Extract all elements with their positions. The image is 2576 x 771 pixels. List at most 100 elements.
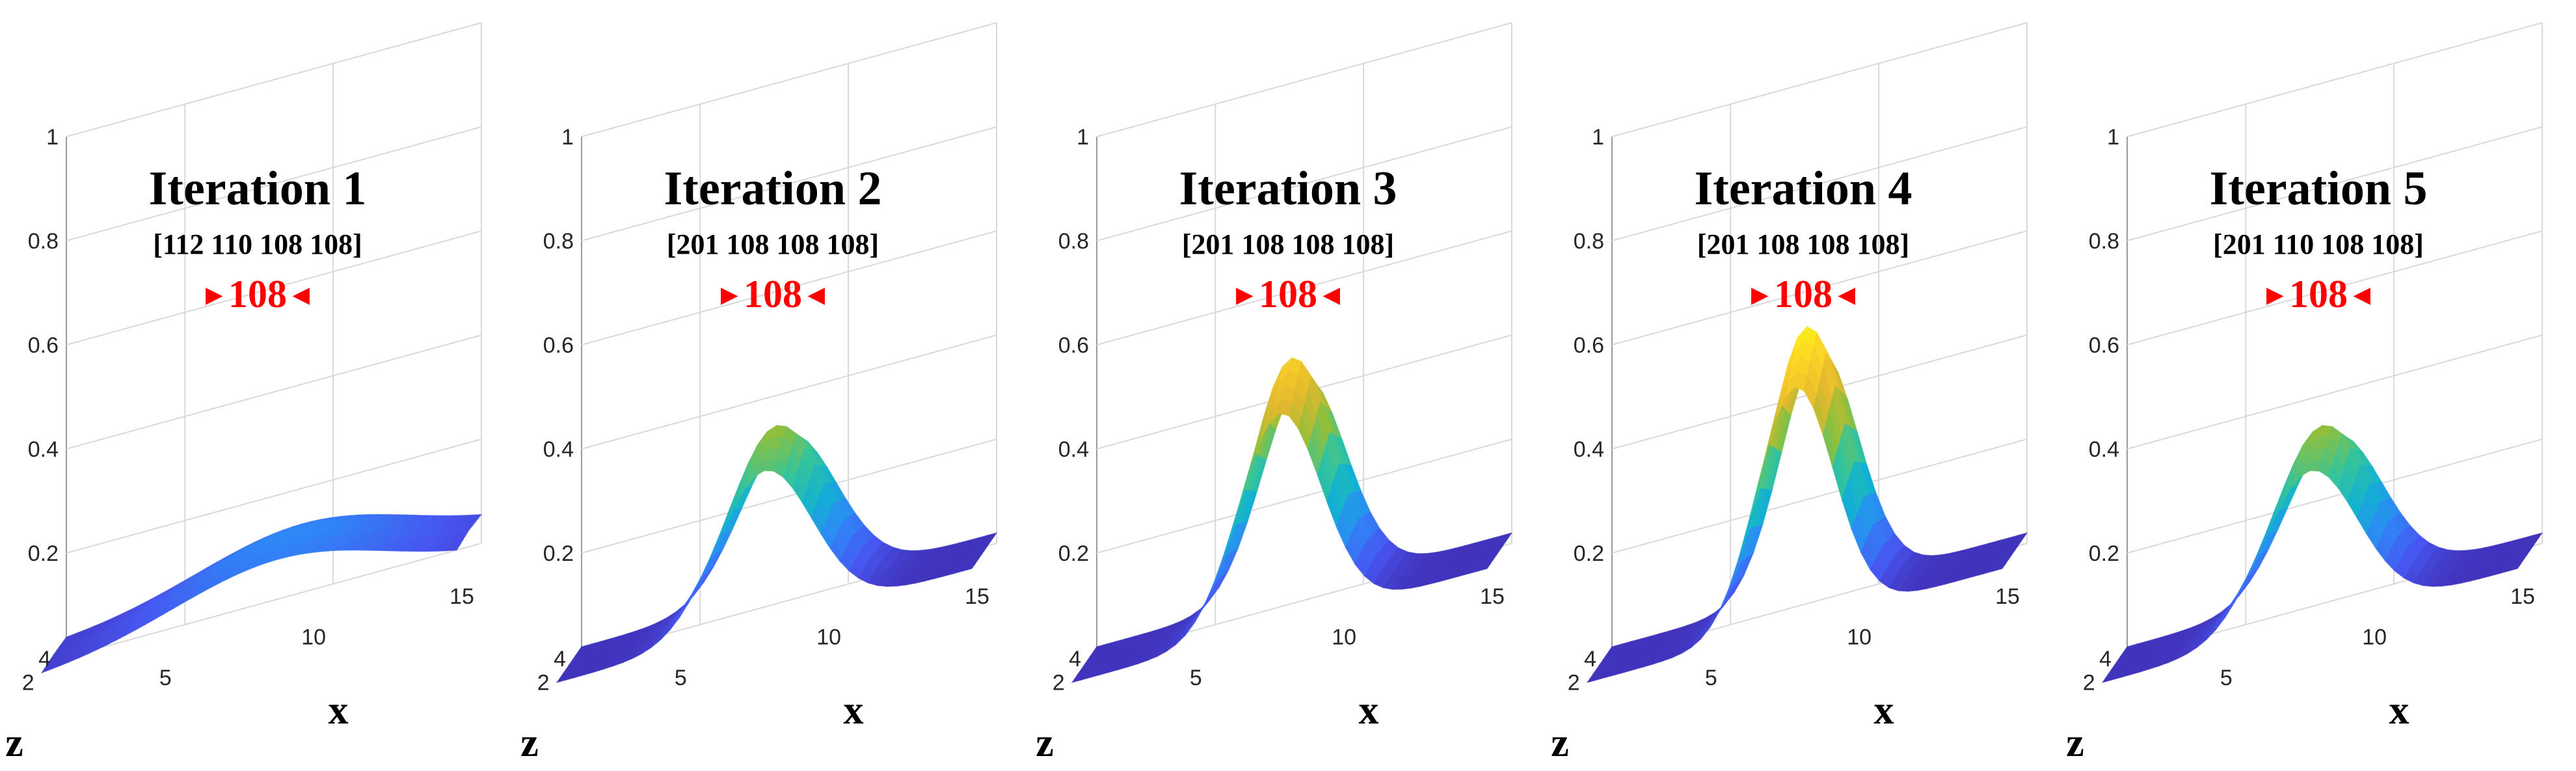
x-tick-label: 10: [1332, 625, 1356, 650]
surface-patch: [961, 563, 976, 572]
x-tick-label: 10: [2362, 625, 2387, 650]
vertical-tick-label: 0.8: [28, 229, 59, 254]
surface-patch: [446, 545, 461, 552]
highlight-value: ►108◄: [0, 272, 515, 317]
surface: [1071, 357, 1513, 684]
x-tick-label: 5: [159, 666, 172, 690]
highlight-value: ►108◄: [1546, 272, 2061, 317]
panel-title: Iteration 1: [148, 162, 367, 215]
left-pointer-icon: ◄: [1832, 279, 1861, 311]
z-tick-label: 2: [1568, 671, 1580, 696]
right-pointer-icon: ►: [715, 279, 744, 311]
horizontal-gridline: [1611, 230, 2028, 345]
x-tick-label: 5: [1190, 666, 1202, 690]
horizontal-gridline: [66, 230, 482, 345]
vertical-tick-label: 0.8: [1574, 229, 1604, 254]
z-tick-label: 4: [1069, 647, 1081, 671]
panel-iteration-4: 0.2 0.4 0.6 0.8 1 5 10 15 2 4 x z Iteration 4 [201 …: [1546, 0, 2061, 771]
panel-iteration-3: 0.2 0.4 0.6 0.8 1 5 10 15 2 4 x z Iteration 3 [201 …: [1030, 0, 1546, 771]
vertical-tick-label: 0.6: [1058, 333, 1089, 358]
vertical-tick-label: 1: [46, 125, 59, 150]
x-tick-label: 15: [1995, 584, 2020, 609]
horizontal-gridline: [2127, 126, 2543, 241]
vertical-tick-label: 0.4: [2089, 437, 2119, 462]
vertical-tick-label: 1: [1077, 125, 1089, 150]
z-tick-label: 2: [22, 671, 34, 696]
horizontal-gridline: [66, 334, 482, 450]
horizontal-gridline: [2127, 22, 2543, 137]
horizontal-gridline: [581, 230, 997, 345]
horizontal-gridline: [1611, 22, 2028, 137]
horizontal-gridline: [581, 126, 997, 241]
highlight-number: 108: [2289, 273, 2348, 316]
highlight-number: 108: [1259, 273, 1317, 316]
z-axis-label: z: [1551, 721, 1569, 765]
horizontal-gridline: [581, 439, 997, 554]
x-tick-label: 5: [675, 666, 687, 690]
horizontal-gridline: [581, 22, 997, 137]
horizontal-gridline: [2127, 439, 2543, 554]
vertical-tick-label: 1: [2107, 125, 2119, 150]
left-pointer-icon: ◄: [802, 279, 831, 311]
panel-title: Iteration 3: [1179, 162, 1397, 215]
left-pointer-icon: ◄: [287, 279, 315, 311]
horizontal-gridline: [1096, 22, 1512, 137]
vertical-tick-label: 0.2: [2089, 541, 2119, 566]
left-pointer-icon: ◄: [1317, 279, 1346, 311]
x-tick-label: 15: [965, 584, 989, 609]
panel-title: Iteration 5: [2209, 162, 2428, 215]
right-pointer-icon: ►: [2261, 279, 2289, 311]
iteration-vector: [201 108 108 108]: [666, 228, 879, 260]
vertical-tick-label: 1: [561, 125, 574, 150]
z-tick-label: 4: [2099, 647, 2112, 671]
x-axis-label: x: [844, 688, 864, 733]
right-pointer-icon: ►: [200, 279, 228, 311]
horizontal-gridline: [66, 126, 482, 241]
surface-patch: [1992, 563, 2007, 573]
x-axis-label: x: [329, 688, 349, 733]
z-axis-label: z: [2066, 721, 2084, 765]
z-axis-label: z: [520, 721, 539, 765]
panel-iteration-1: 0.2 0.4 0.6 0.8 1 5 10 15 2 4 x z Iteration 1 [112 …: [0, 0, 515, 771]
x-tick-label: 10: [301, 625, 326, 650]
panel-title: Iteration 2: [664, 162, 882, 215]
vertical-tick-label: 0.4: [1574, 437, 1604, 462]
horizontal-gridline: [1096, 230, 1512, 345]
highlight-value: ►108◄: [2061, 272, 2576, 317]
iteration-vector: [112 110 108 108]: [153, 228, 362, 260]
surface-patch: [1477, 563, 1492, 573]
horizontal-gridline: [2127, 334, 2543, 450]
panel-title: Iteration 4: [1694, 162, 1912, 215]
z-axis-label: z: [1036, 721, 1054, 765]
vertical-tick-label: 0.2: [1574, 541, 1604, 566]
highlight-number: 108: [228, 273, 287, 316]
highlight-number: 108: [1774, 273, 1832, 316]
x-tick-label: 5: [2220, 666, 2233, 690]
highlight-value: ►108◄: [1030, 272, 1546, 317]
z-tick-label: 4: [1584, 647, 1596, 671]
x-tick-label: 15: [449, 584, 474, 609]
surface: [2101, 424, 2543, 684]
vertical-tick-label: 1: [1592, 125, 1604, 150]
highlight-number: 108: [744, 273, 802, 316]
z-axis-label: z: [5, 721, 23, 765]
horizontal-gridline: [2127, 230, 2543, 345]
vertical-tick-label: 0.4: [1058, 437, 1089, 462]
horizontal-gridline: [1096, 439, 1512, 554]
vertical-tick-label: 0.6: [28, 333, 59, 358]
axes-grid: [581, 22, 997, 658]
vertical-tick-label: 0.2: [543, 541, 574, 566]
vertical-tick-label: 0.6: [2089, 333, 2119, 358]
z-tick-label: 4: [38, 647, 51, 671]
axes-grid: [1611, 22, 2028, 658]
vertical-tick-label: 0.4: [543, 437, 574, 462]
z-tick-label: 2: [1053, 671, 1065, 696]
x-axis-label: x: [2389, 688, 2409, 733]
horizontal-gridline: [66, 22, 482, 137]
x-tick-label: 15: [1480, 584, 1505, 609]
